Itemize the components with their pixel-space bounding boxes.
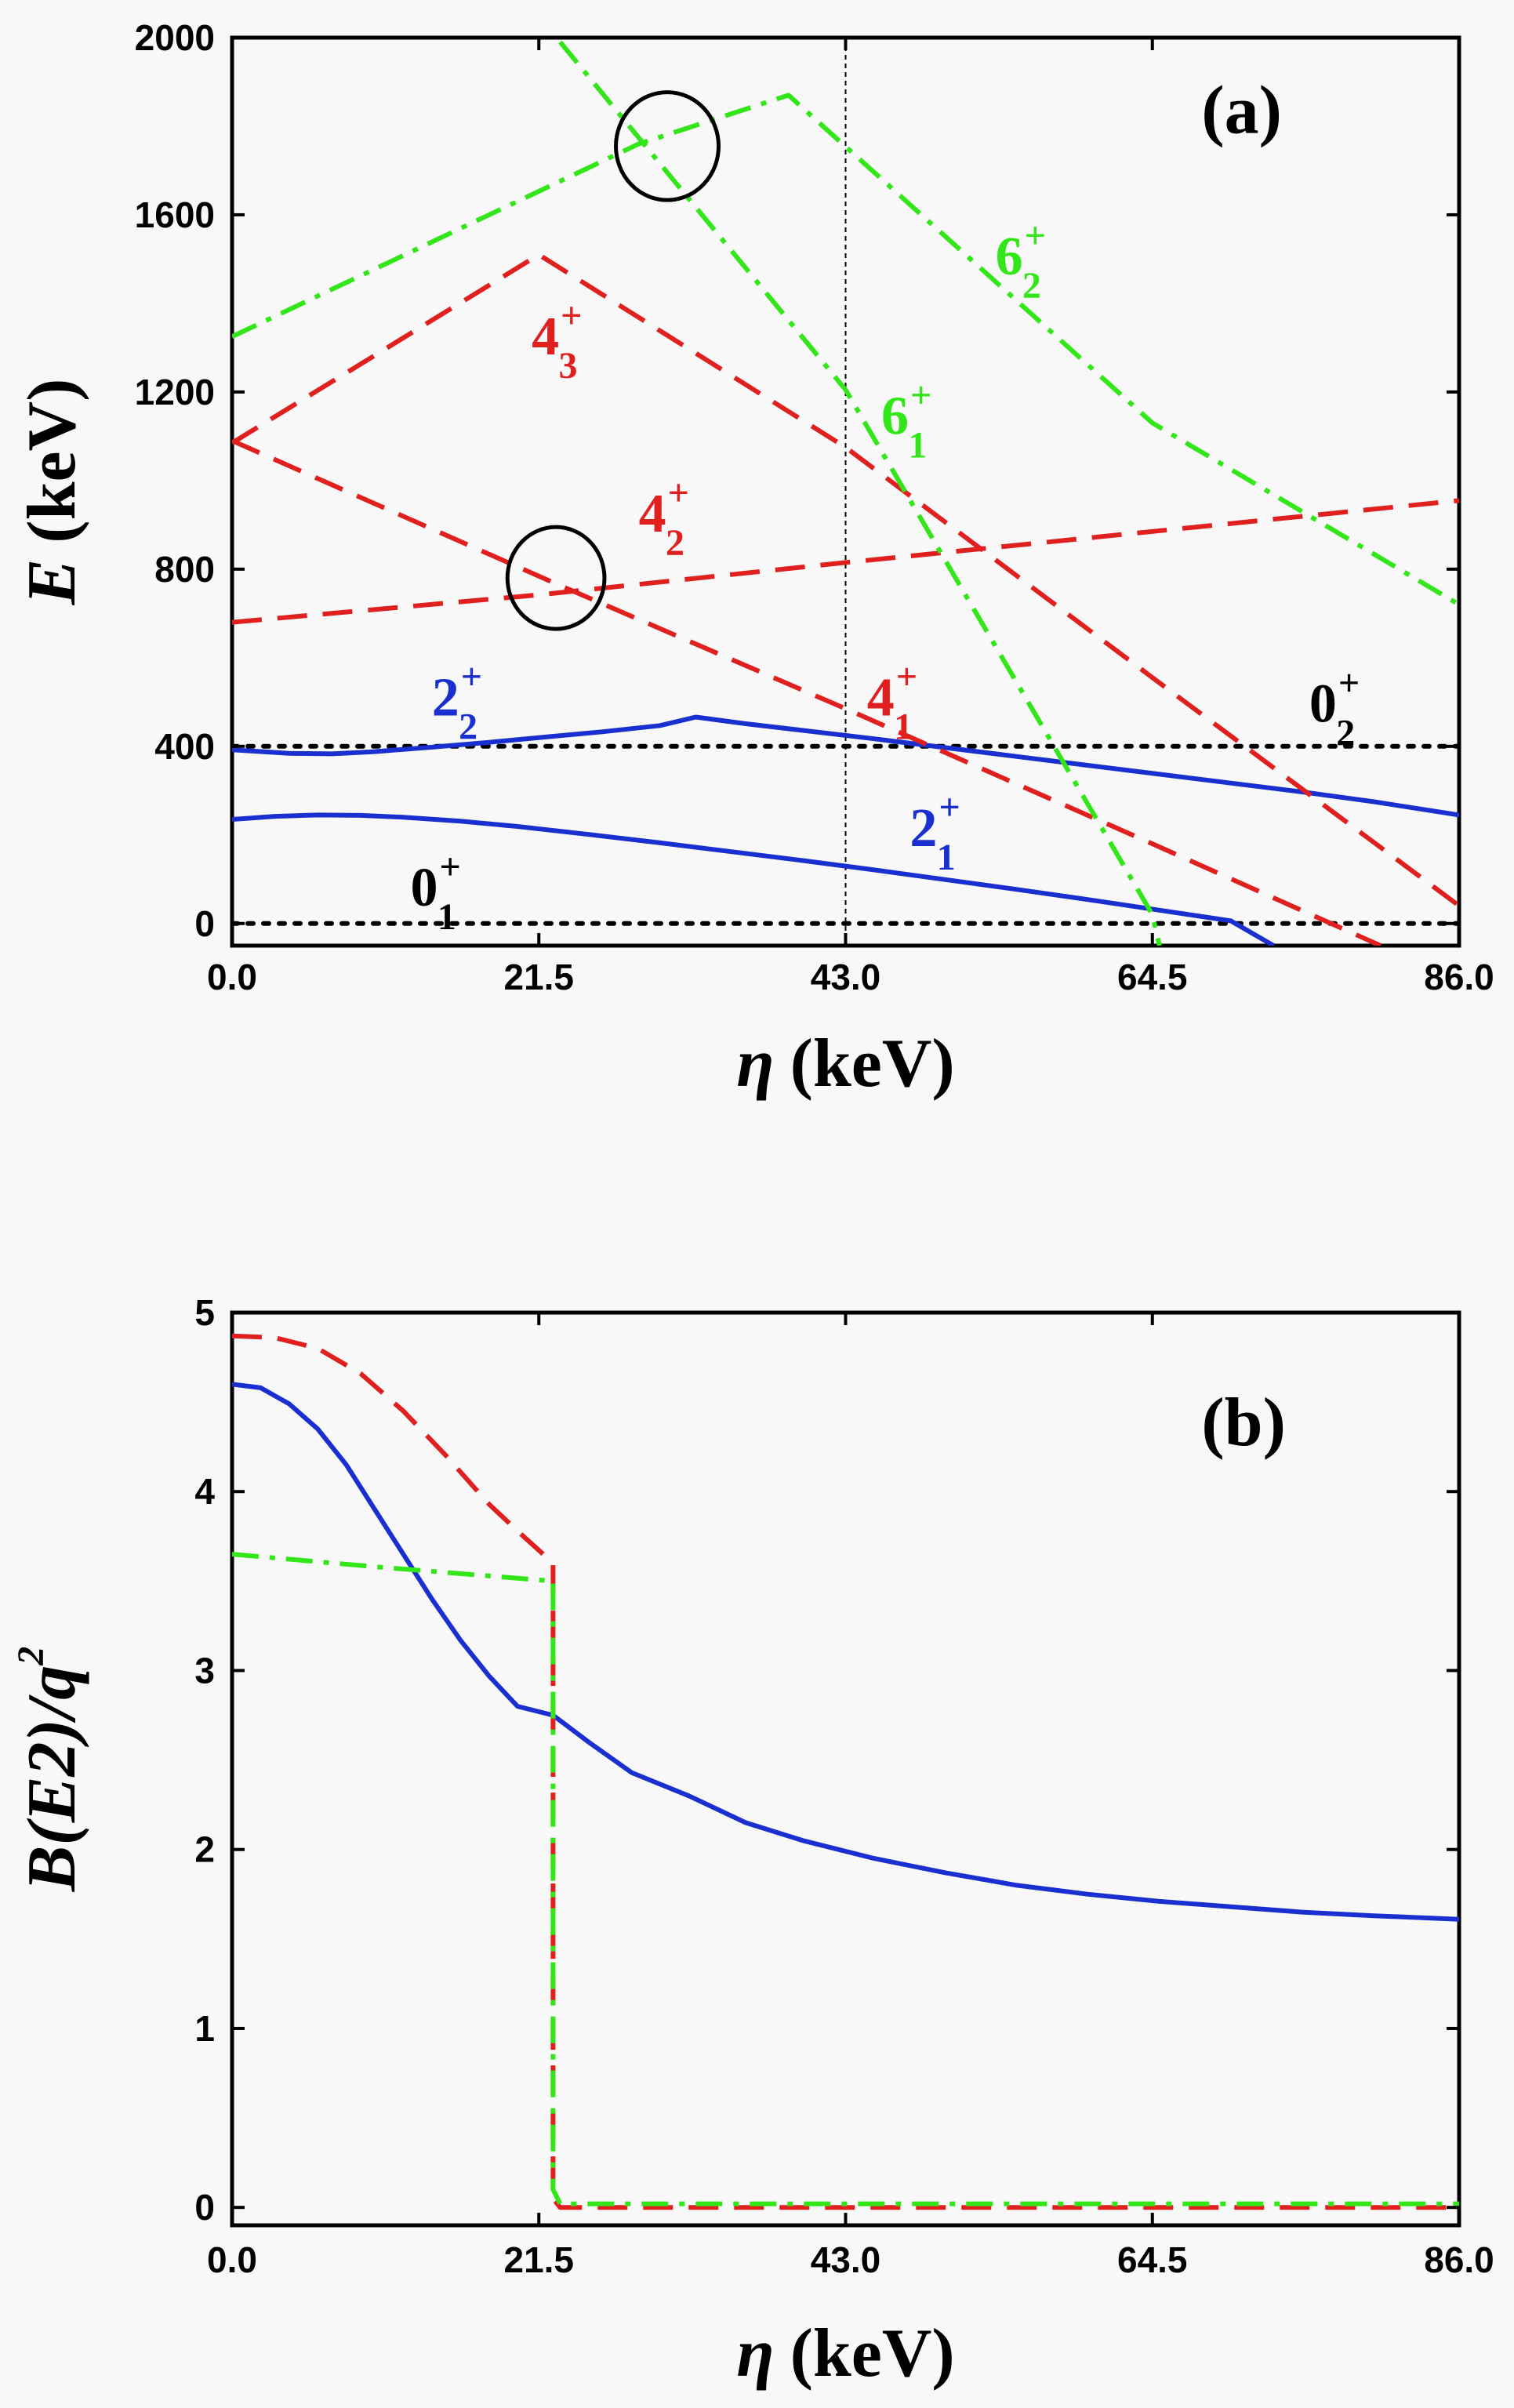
- y-tick-label-a: 0: [194, 903, 215, 944]
- state-label-0-1: 0+ 1: [410, 846, 460, 938]
- y-axis-unit-a: (keV): [14, 379, 90, 543]
- y-tick-label-a: 800: [154, 549, 215, 590]
- x-axis-unit-b: (keV): [790, 2315, 955, 2392]
- y-tick-label-a: 1600: [135, 194, 215, 235]
- highlight-circle-2: [505, 525, 607, 631]
- x-tick-label-a: 43.0: [811, 957, 881, 997]
- y-tick-label-b: 2: [194, 1829, 215, 1870]
- y-tick-label-b: 1: [194, 2008, 215, 2049]
- x-tick-label-a: 21.5: [503, 957, 574, 997]
- state-label-4-2: 4+ 2: [639, 472, 689, 564]
- x-axis-unit-a: (keV): [790, 1026, 955, 1102]
- state-label-0-2: 0+ 2: [1309, 663, 1360, 754]
- series-b-3-green-dashdot: [232, 1552, 1459, 2206]
- y-axis-title-b: B(E2)/q2: [10, 1647, 90, 1892]
- x-axis-title-a: η (keV): [736, 1026, 954, 1102]
- x-tick-label-b: 21.5: [503, 2239, 574, 2280]
- y-tick-label-b: 4: [194, 1471, 215, 1512]
- y-axis-sup-b: 2: [10, 1647, 52, 1666]
- panel-tag-a: (a): [1201, 73, 1282, 149]
- y-tick-label-a: 2000: [135, 17, 215, 58]
- x-tick-label-b: 64.5: [1117, 2239, 1188, 2280]
- y-axis-title-a: E (keV): [14, 379, 90, 606]
- y-tick-label-a: 1200: [135, 372, 215, 412]
- y-tick-label-b: 3: [194, 1650, 215, 1691]
- panel-tag-b: (b): [1201, 1385, 1286, 1461]
- y-tick-label-a: 400: [154, 726, 215, 767]
- state-label-4-3: 4+ 3: [532, 295, 582, 387]
- state-label-6-2: 6+ 2: [996, 215, 1046, 307]
- y-tick-label-b: 5: [194, 1292, 215, 1333]
- series-a-8-green-dashdot: [232, 93, 1459, 607]
- state-label-2-2: 2+ 2: [432, 656, 482, 747]
- x-axis-title-b: η (keV): [736, 2315, 954, 2392]
- x-tick-label-b: 0.0: [207, 2239, 257, 2280]
- highlight-circle-1: [614, 90, 721, 202]
- series-a-9-green-dashdot: [558, 40, 1162, 946]
- series-a-4-blue-solid: [232, 714, 1459, 818]
- chart-panel-a: 0.0 21.5 43.0 64.5 86.0 0 400 800 1200 1600 2000 0…: [14, 17, 1494, 1102]
- chart-panel-b: 0.0 21.5 43.0 64.5 86.0 0 1 2 3 4 5 (b) η (keV) B(E…: [10, 1292, 1494, 2392]
- series-a-3-blue-solid: [232, 812, 1275, 946]
- x-tick-label-a: 0.0: [207, 957, 257, 997]
- x-axis-symbol-a: η: [736, 1026, 774, 1102]
- x-tick-label-b: 86.0: [1424, 2239, 1494, 2280]
- series-a-6-red-dashed: [232, 438, 1382, 946]
- y-axis-text-b: B(E2)/q: [14, 1665, 90, 1892]
- y-tick-label-b: 0: [194, 2187, 215, 2228]
- series-a-7-red-dashed: [232, 252, 1459, 908]
- x-tick-label-a: 64.5: [1117, 957, 1188, 997]
- x-tick-label-a: 86.0: [1424, 957, 1494, 997]
- state-label-4-1: 4+ 1: [867, 656, 917, 747]
- x-axis-symbol-b: η: [736, 2315, 774, 2392]
- series-a-5-red-dashed: [232, 498, 1459, 625]
- x-tick-label-b: 43.0: [811, 2239, 881, 2280]
- series-b-1-blue-solid: [232, 1382, 1459, 1922]
- state-label-2-1: 2+ 1: [909, 786, 960, 878]
- y-axis-symbol-a: E: [14, 559, 90, 606]
- series-b-2-red-dashed: [232, 1333, 1459, 2210]
- state-label-6-1: 6+ 1: [881, 375, 931, 467]
